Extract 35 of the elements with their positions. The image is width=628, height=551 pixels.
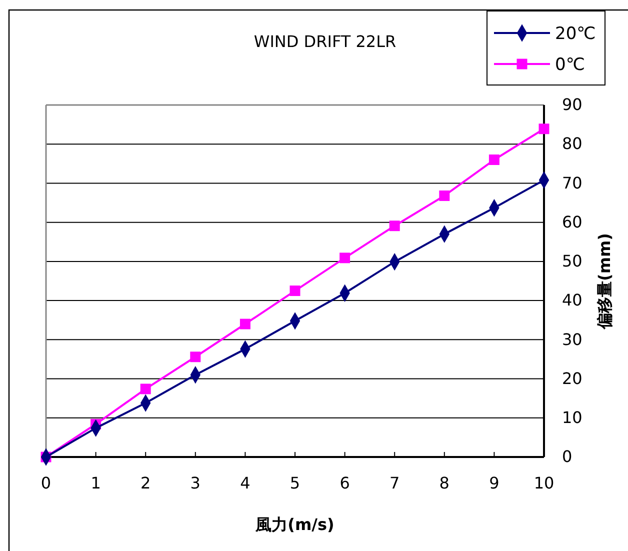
x-tick-label: 8 [439,473,450,492]
x-tick-label: 3 [190,473,200,492]
y-tick-label: 50 [562,252,582,271]
x-tick-label: 2 [140,473,151,492]
y-tick-label: 30 [562,330,582,349]
x-tick-label: 10 [534,473,554,492]
point [488,154,500,165]
x-tick-label: 6 [340,473,350,492]
legend-label: 20℃ [555,24,596,44]
x-tick-label: 9 [489,473,500,492]
y-tick-label: 0 [562,447,572,466]
y-tick-label: 10 [562,408,582,428]
y-tick-label: 90 [562,95,582,114]
point [140,384,151,394]
y-tick-label: 80 [562,134,582,154]
y-axis-title: 偏移量(mm) [595,233,614,330]
x-tick-label: 7 [390,473,400,492]
point [190,352,201,362]
legend-label: 0℃ [555,55,585,75]
x-axis-title: 風力(m/s) [254,515,334,534]
y-tick-label: 60 [562,212,582,232]
y-tick-label: 70 [562,173,582,192]
point [439,190,450,201]
y-tick-label: 40 [562,290,582,310]
y-tick-label: 20 [562,368,582,388]
point [240,318,250,330]
x-tick-label: 0 [40,473,52,492]
point [340,252,350,264]
x-tick-label: 5 [290,473,300,492]
x-tick-label: 1 [90,473,101,492]
x-tick-label: 4 [240,473,250,492]
point [389,220,400,232]
point [290,286,300,296]
point [538,124,550,134]
chart-title: WIND DRIFT 22LR [254,32,396,51]
